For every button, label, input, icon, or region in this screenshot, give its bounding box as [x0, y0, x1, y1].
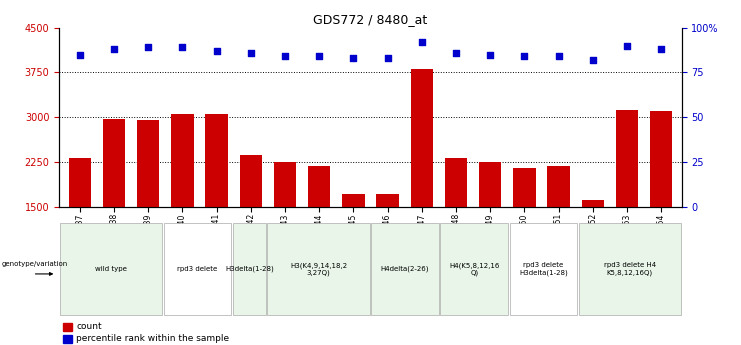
Point [279, 53, 291, 59]
Bar [63, 323, 73, 331]
Point [553, 53, 565, 59]
Bar [239, 155, 262, 207]
Point [74, 52, 86, 57]
FancyBboxPatch shape [440, 223, 508, 315]
Bar [650, 111, 672, 207]
Point [450, 50, 462, 56]
Bar [548, 166, 570, 207]
Point [245, 50, 256, 56]
Point [348, 55, 359, 61]
Text: rpd3 delete
H3delta(1-28): rpd3 delete H3delta(1-28) [519, 262, 568, 276]
Point [142, 45, 154, 50]
Point [108, 46, 120, 52]
Bar [137, 120, 159, 207]
Text: genotype/variation: genotype/variation [1, 261, 67, 267]
Bar [205, 114, 227, 207]
Bar [616, 109, 638, 207]
Text: wild type: wild type [95, 266, 127, 272]
FancyBboxPatch shape [371, 223, 439, 315]
Bar [514, 168, 536, 207]
Bar [63, 335, 73, 343]
Point [519, 53, 531, 59]
Title: GDS772 / 8480_at: GDS772 / 8480_at [313, 13, 428, 27]
FancyBboxPatch shape [510, 223, 577, 315]
Point [210, 48, 222, 54]
Point [587, 57, 599, 63]
Text: percentile rank within the sample: percentile rank within the sample [76, 334, 229, 344]
Text: H4delta(2-26): H4delta(2-26) [381, 266, 429, 272]
Text: count: count [76, 322, 102, 332]
Point [313, 53, 325, 59]
Text: H3delta(1-28): H3delta(1-28) [225, 266, 274, 272]
FancyBboxPatch shape [579, 223, 681, 315]
Bar [103, 119, 125, 207]
FancyBboxPatch shape [233, 223, 266, 315]
Bar [582, 200, 604, 207]
Point [416, 39, 428, 45]
Text: H4(K5,8,12,16
Q): H4(K5,8,12,16 Q) [449, 262, 499, 276]
Point [485, 52, 496, 57]
Bar [171, 114, 193, 207]
Text: rpd3 delete: rpd3 delete [178, 266, 218, 272]
Bar [411, 69, 433, 207]
Text: H3(K4,9,14,18,2
3,27Q): H3(K4,9,14,18,2 3,27Q) [290, 262, 348, 276]
Bar [69, 158, 91, 207]
Bar [308, 166, 330, 207]
FancyBboxPatch shape [60, 223, 162, 315]
Bar [479, 161, 502, 207]
Bar [376, 194, 399, 207]
Bar [342, 194, 365, 207]
Point [382, 55, 393, 61]
Point [655, 46, 667, 52]
FancyBboxPatch shape [268, 223, 370, 315]
Bar [274, 162, 296, 207]
Text: rpd3 delete H4
K5,8,12,16Q): rpd3 delete H4 K5,8,12,16Q) [604, 262, 656, 276]
FancyBboxPatch shape [164, 223, 231, 315]
Point [621, 43, 633, 48]
Bar [445, 158, 467, 207]
Point [176, 45, 188, 50]
